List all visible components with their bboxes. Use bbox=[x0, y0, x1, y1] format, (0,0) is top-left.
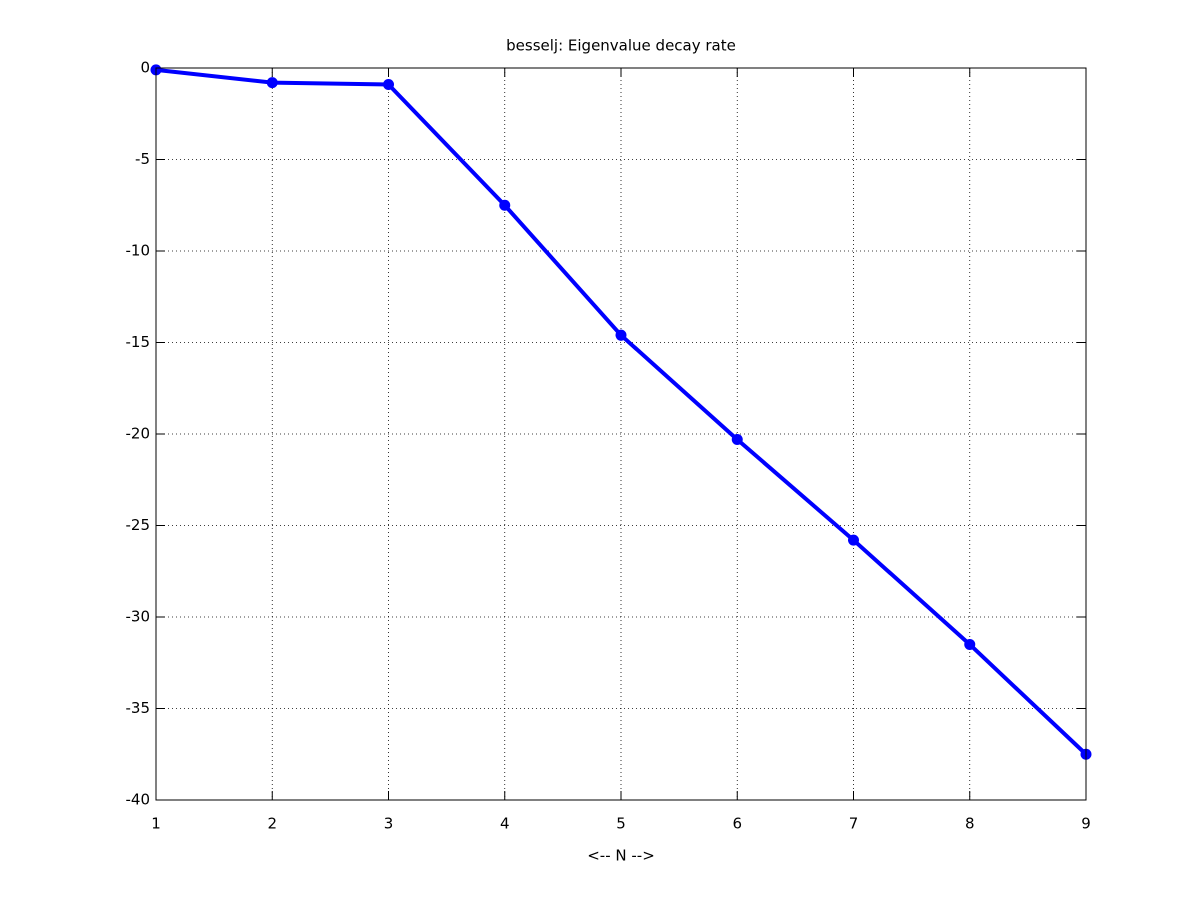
x-axis-label: <-- N --> bbox=[587, 847, 655, 865]
x-tick-label: 7 bbox=[849, 815, 859, 833]
x-tick-label: 6 bbox=[732, 815, 742, 833]
y-tick-label: -5 bbox=[135, 150, 150, 168]
y-tick-label: 0 bbox=[140, 59, 150, 77]
x-tick-label: 2 bbox=[267, 815, 277, 833]
x-tick-label: 9 bbox=[1081, 815, 1091, 833]
data-point bbox=[848, 534, 859, 546]
x-tick-label: 8 bbox=[965, 815, 975, 833]
data-point bbox=[266, 77, 278, 89]
data-point bbox=[964, 638, 976, 650]
x-tick-label: 3 bbox=[384, 815, 394, 833]
y-tick-label: -25 bbox=[126, 516, 151, 534]
data-point bbox=[383, 78, 394, 90]
y-tick-label: -40 bbox=[126, 791, 151, 809]
x-tick-label: 1 bbox=[151, 815, 161, 833]
x-tick-label: 5 bbox=[616, 815, 626, 833]
x-tick-label: 4 bbox=[500, 815, 510, 833]
data-point bbox=[731, 433, 743, 445]
y-tick-label: -15 bbox=[126, 333, 151, 351]
y-tick-label: -20 bbox=[126, 425, 151, 443]
data-point bbox=[615, 329, 627, 341]
y-tick-label: -35 bbox=[126, 699, 151, 717]
axes-box bbox=[155, 67, 1087, 801]
y-tick-label: -30 bbox=[126, 608, 151, 626]
data-point bbox=[499, 199, 511, 211]
y-tick-label: -10 bbox=[126, 242, 151, 260]
chart-title: besselj: Eigenvalue decay rate bbox=[506, 37, 736, 55]
